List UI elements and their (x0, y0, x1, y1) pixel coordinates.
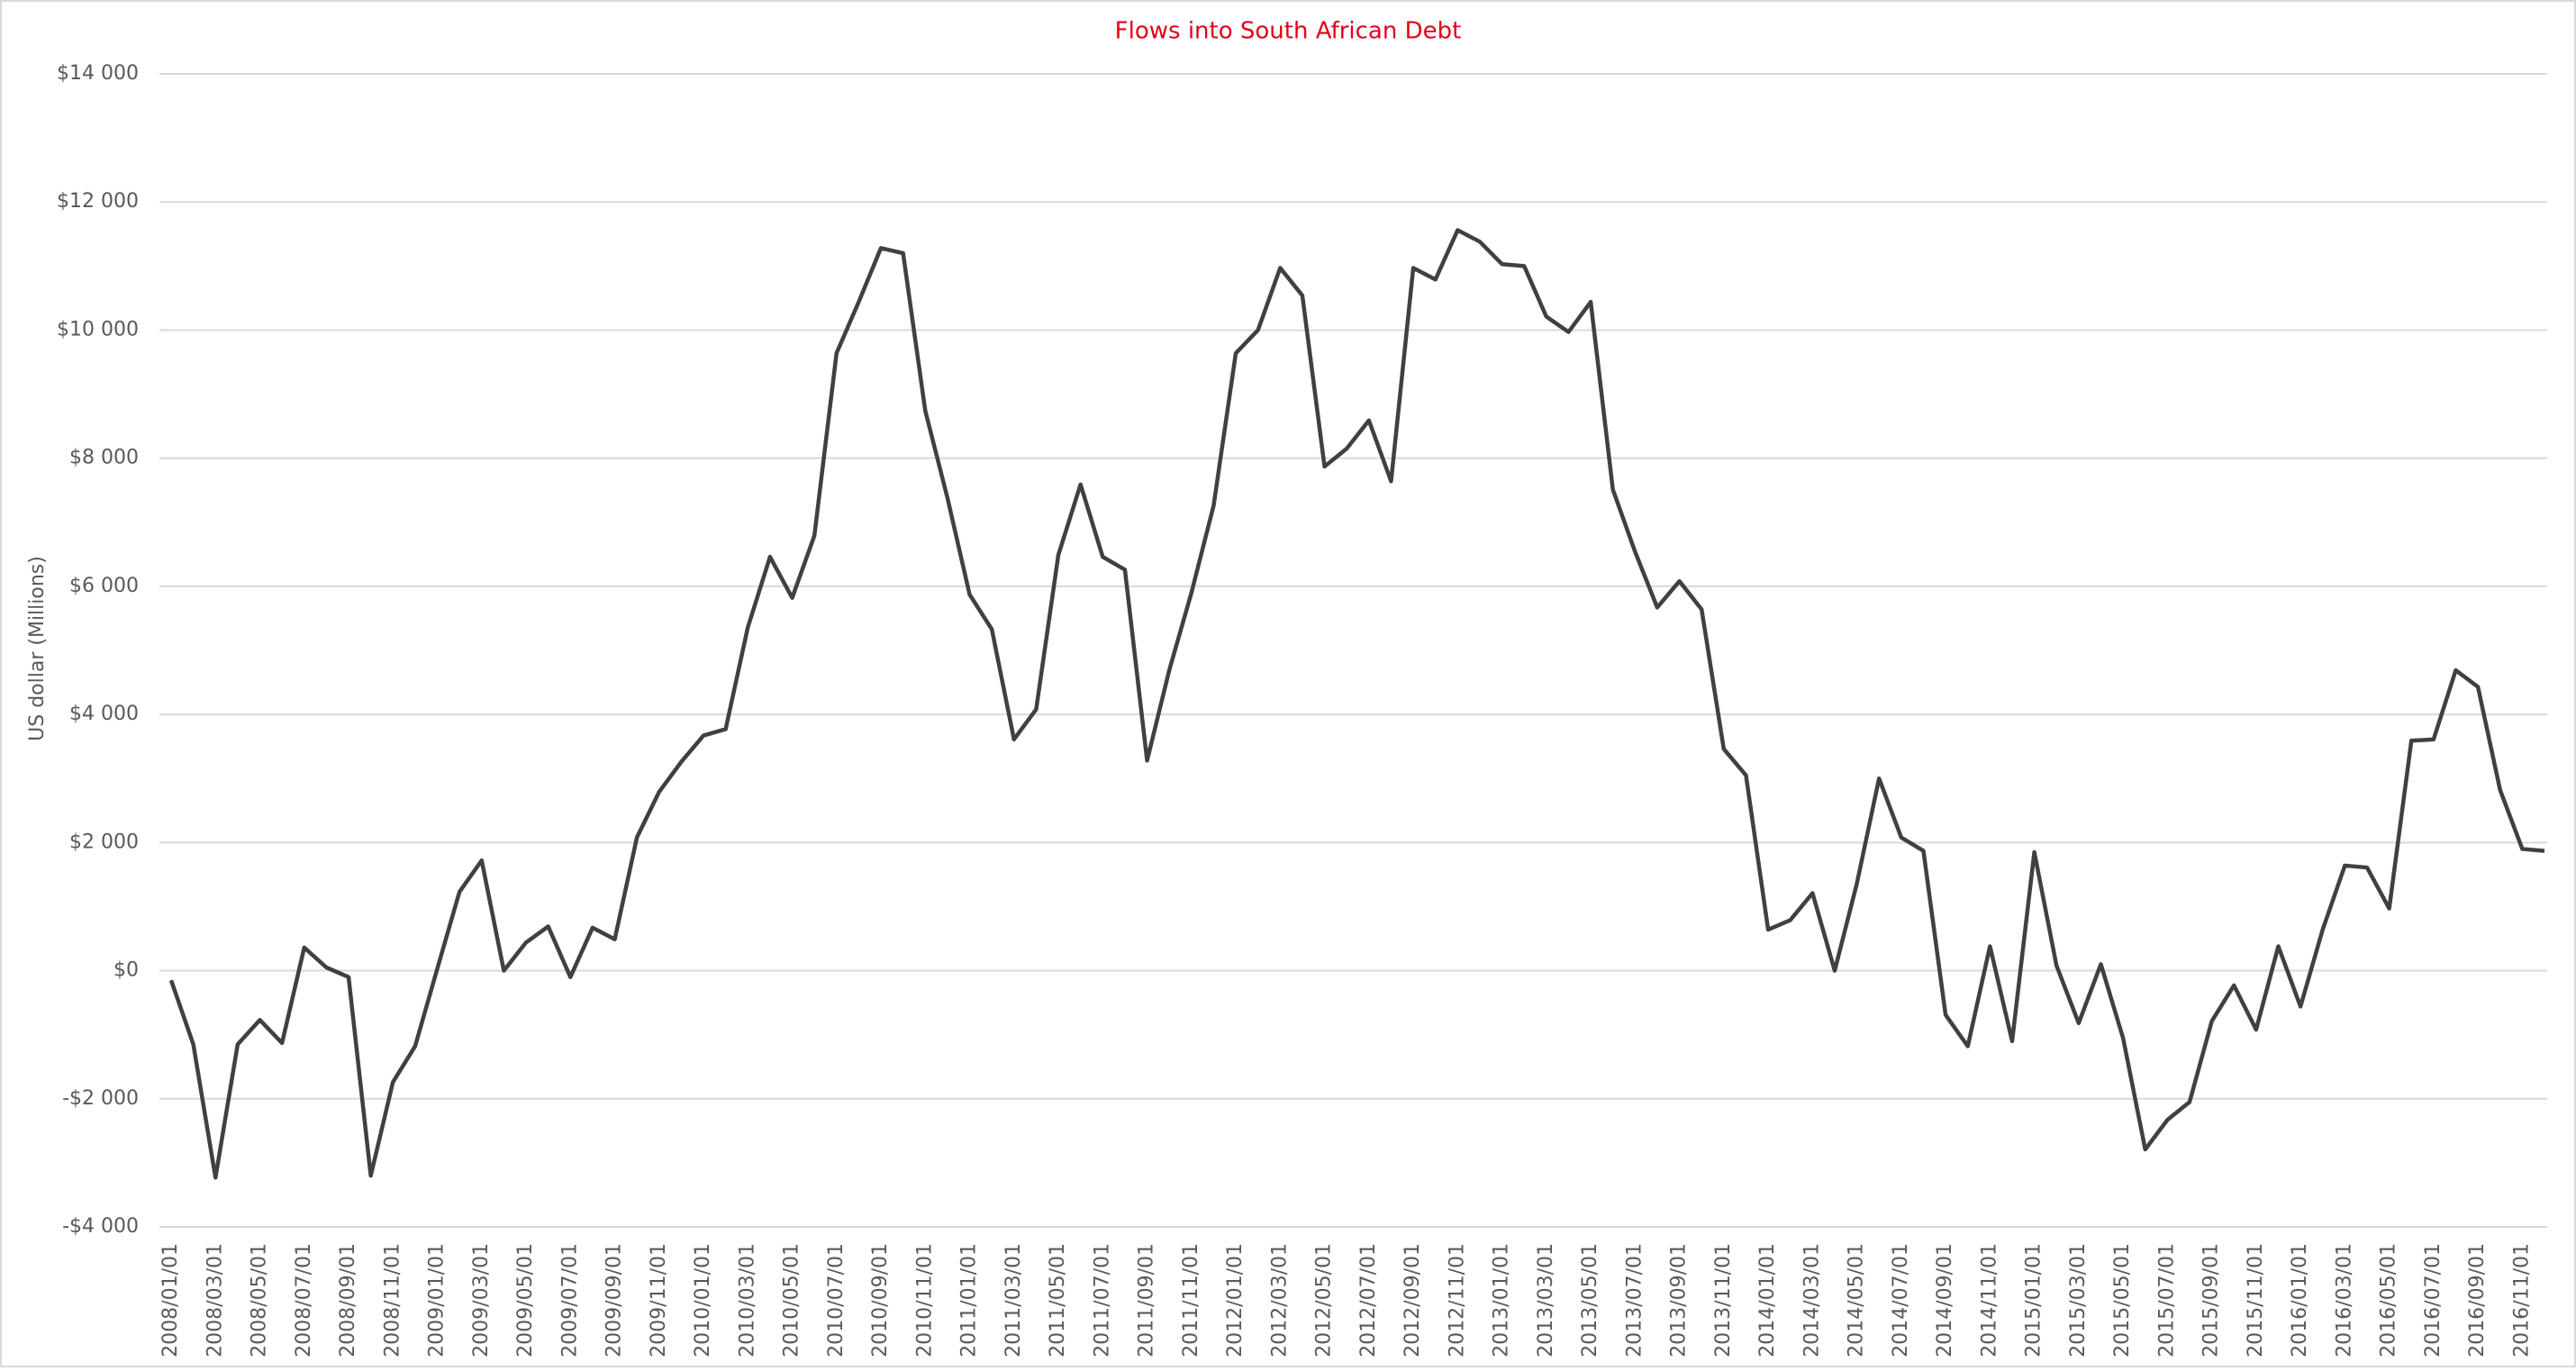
x-tick-label: 2013/01/01 (1491, 1243, 1513, 1357)
x-tick-label: 2012/07/01 (1357, 1243, 1380, 1357)
x-tick-label: 2011/09/01 (1136, 1243, 1158, 1357)
x-tick-label: 2013/11/01 (1712, 1243, 1735, 1357)
x-tick-label: 2013/05/01 (1579, 1243, 1601, 1357)
x-tick-label: 2010/07/01 (825, 1243, 848, 1357)
x-tick-label: 2009/01/01 (426, 1243, 449, 1357)
x-tick-label: 2015/11/01 (2245, 1243, 2267, 1357)
x-tick-label: 2008/11/01 (381, 1243, 404, 1357)
y-tick-label: $0 (113, 959, 139, 982)
x-tick-label: 2016/11/01 (2510, 1243, 2533, 1357)
x-tick-label: 2016/05/01 (2378, 1243, 2400, 1357)
x-tick-label: 2010/11/01 (913, 1243, 936, 1357)
x-tick-label: 2008/03/01 (204, 1243, 226, 1357)
x-tick-label: 2010/09/01 (869, 1243, 892, 1357)
x-tick-label: 2014/07/01 (1890, 1243, 1912, 1357)
x-tick-label: 2009/11/01 (648, 1243, 670, 1357)
x-tick-label: 2012/01/01 (1224, 1243, 1247, 1357)
x-tick-label: 2011/01/01 (958, 1243, 981, 1357)
x-tick-label: 2010/03/01 (736, 1243, 758, 1357)
x-tick-label: 2009/09/01 (603, 1243, 626, 1357)
x-tick-label: 2009/05/01 (514, 1243, 537, 1357)
x-tick-label: 2015/07/01 (2155, 1243, 2178, 1357)
x-tick-label: 2015/05/01 (2111, 1243, 2134, 1357)
x-tick-label: 2013/07/01 (1623, 1243, 1646, 1357)
x-tick-label: 2013/09/01 (1668, 1243, 1691, 1357)
x-tick-label: 2016/03/01 (2333, 1243, 2355, 1357)
x-tick-label: 2014/01/01 (1756, 1243, 1779, 1357)
chart-title: Flows into South African Debt (1115, 18, 1462, 45)
x-tick-label: 2015/01/01 (2023, 1243, 2045, 1357)
x-tick-label: 2013/03/01 (1535, 1243, 1557, 1357)
x-tick-label: 2008/09/01 (337, 1243, 359, 1357)
x-tick-label: 2009/03/01 (470, 1243, 493, 1357)
x-tick-label: 2016/01/01 (2289, 1243, 2311, 1357)
y-tick-label: $8 000 (69, 447, 139, 469)
x-tick-label: 2011/07/01 (1091, 1243, 1113, 1357)
y-tick-label: $14 000 (57, 62, 139, 85)
x-tick-label: 2015/03/01 (2067, 1243, 2090, 1357)
x-tick-label: 2009/07/01 (558, 1243, 581, 1357)
x-tick-label: 2010/05/01 (781, 1243, 803, 1357)
x-tick-label: 2011/11/01 (1180, 1243, 1202, 1357)
x-tick-label: 2016/09/01 (2466, 1243, 2489, 1357)
x-tick-label: 2012/11/01 (1446, 1243, 1468, 1357)
y-axis-label: US dollar (Millions) (26, 556, 49, 741)
y-tick-label: -$2 000 (62, 1087, 139, 1110)
y-tick-label: -$4 000 (62, 1215, 139, 1238)
x-tick-label: 2012/05/01 (1313, 1243, 1336, 1357)
y-tick-label: $4 000 (69, 703, 139, 725)
y-tick-label: $6 000 (69, 575, 139, 597)
x-tick-label: 2016/07/01 (2422, 1243, 2444, 1357)
x-tick-label: 2014/11/01 (1978, 1243, 2000, 1357)
x-tick-label: 2008/07/01 (293, 1243, 315, 1357)
x-tick-label: 2008/05/01 (249, 1243, 271, 1357)
x-tick-label: 2014/05/01 (1846, 1243, 1868, 1357)
x-tick-label: 2011/05/01 (1047, 1243, 1069, 1357)
x-tick-label: 2010/01/01 (692, 1243, 714, 1357)
x-tick-label: 2011/03/01 (1002, 1243, 1025, 1357)
x-tick-label: 2012/09/01 (1401, 1243, 1424, 1357)
x-tick-label: 2014/03/01 (1800, 1243, 1823, 1357)
data-line (168, 228, 2545, 1180)
x-tick-label: 2014/09/01 (1934, 1243, 1956, 1357)
y-tick-label: $2 000 (69, 831, 139, 853)
y-tick-label: $10 000 (57, 318, 139, 340)
x-tick-label: 2008/01/01 (159, 1243, 182, 1357)
x-tick-label: 2012/03/01 (1268, 1243, 1291, 1357)
y-tick-label: $12 000 (57, 190, 139, 213)
x-tick-label: 2015/09/01 (2200, 1243, 2223, 1357)
